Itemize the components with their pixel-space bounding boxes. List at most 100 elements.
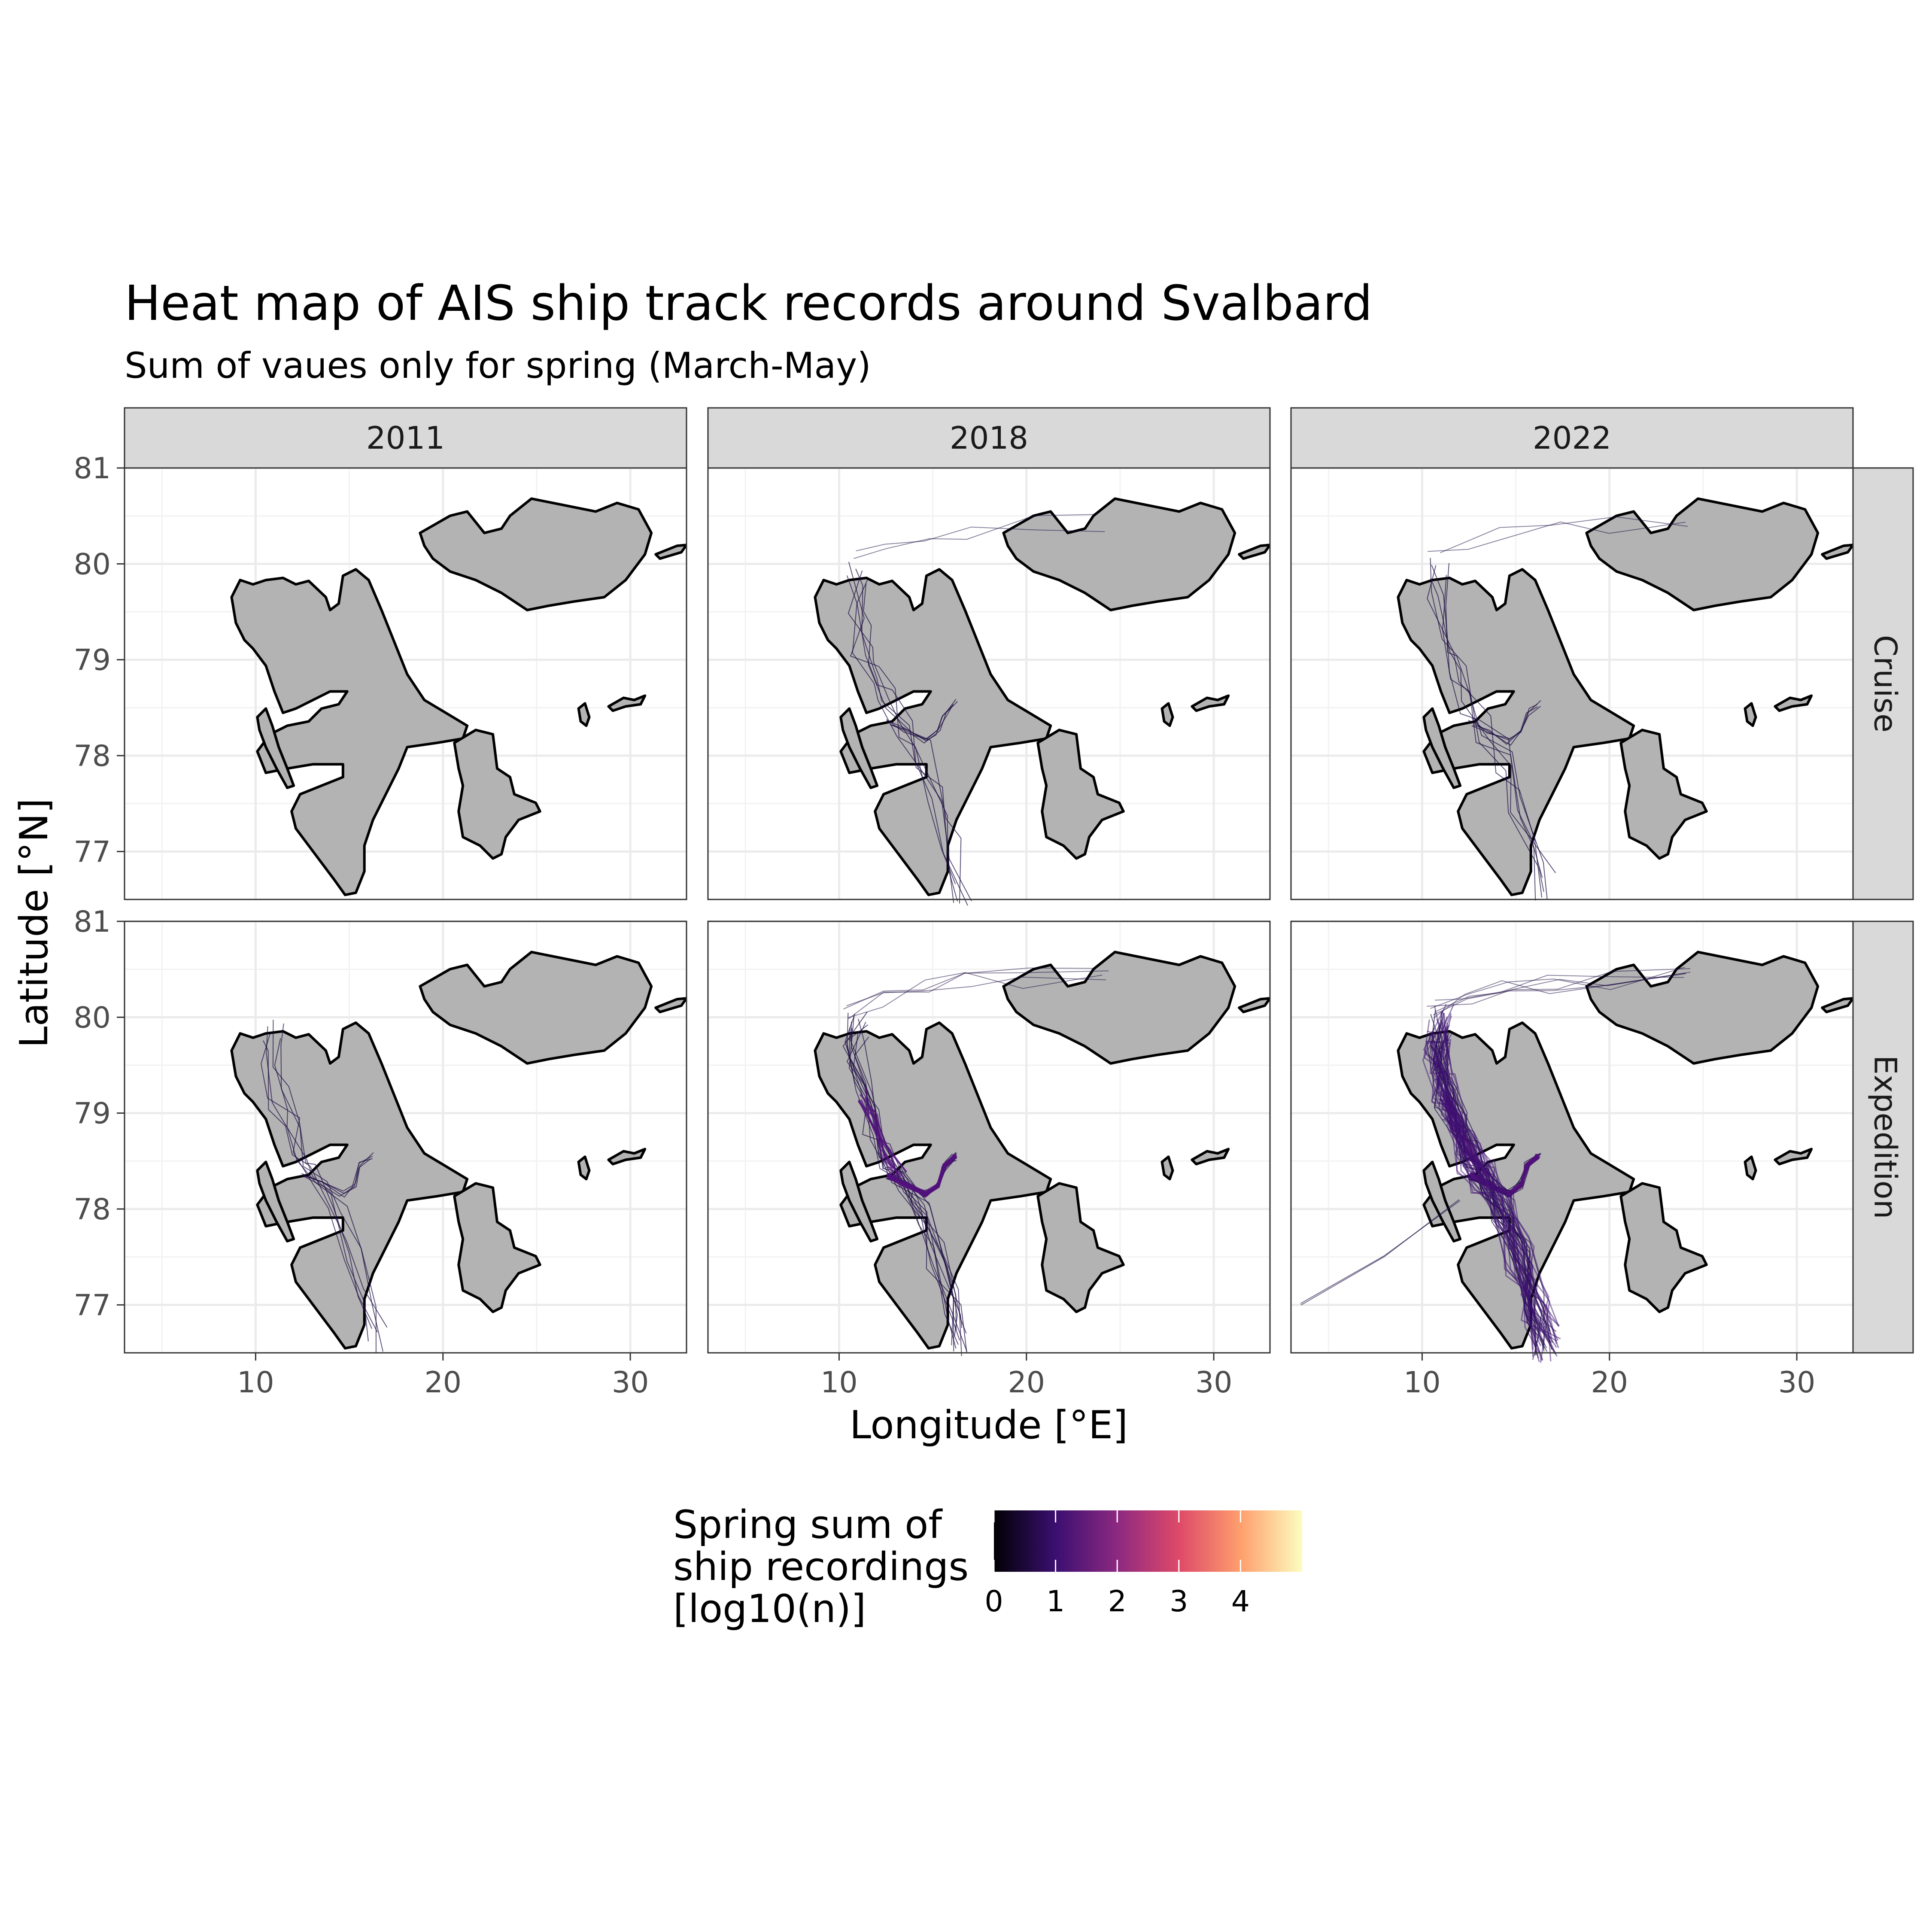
column-strip	[124, 407, 687, 469]
chart-subtitle: Sum of vaues only for spring (March-May)	[125, 345, 871, 386]
y-tick-label: 80	[73, 1001, 111, 1035]
legend-tick-label: 2	[1108, 1585, 1127, 1619]
legend-title-line-3: [log10(n)]	[673, 1586, 866, 1631]
ship-tracks	[846, 514, 1105, 906]
ship-track	[886, 705, 954, 741]
panel-2022-expedition	[1290, 920, 1854, 1363]
ship-track	[848, 570, 956, 884]
ship-track	[846, 575, 954, 903]
ship-track	[1434, 968, 1690, 1001]
column-strip-label: 2018	[950, 420, 1028, 456]
x-tick-label: 20	[1008, 1366, 1045, 1400]
legend-tick-label: 0	[984, 1585, 1003, 1619]
y-tick-label: 77	[73, 835, 111, 869]
panel-2018-cruise	[707, 467, 1271, 906]
ship-track	[1300, 1200, 1461, 1304]
ship-track	[261, 1032, 378, 1333]
ship-track	[848, 972, 1103, 1018]
x-tick-label: 30	[612, 1366, 649, 1400]
ship-track	[848, 970, 1109, 1019]
y-tick-label: 77	[73, 1288, 111, 1322]
ship-track	[1423, 1019, 1533, 1326]
ship-track	[1440, 516, 1688, 553]
ship-track	[1431, 565, 1556, 873]
ship-track	[890, 704, 954, 740]
y-tick-label: 81	[73, 452, 111, 486]
y-axis-title: Latitude [°N]	[12, 798, 57, 1048]
x-axis-title: Longitude [°E]	[850, 1403, 1128, 1448]
ship-track	[1300, 1199, 1459, 1306]
x-tick-label: 30	[1778, 1366, 1816, 1400]
ship-track	[1433, 972, 1686, 1016]
panel-2011-cruise	[124, 467, 687, 900]
panel-border	[707, 920, 1271, 1354]
ship-track	[302, 1152, 374, 1194]
ship-track	[1431, 1019, 1542, 1346]
row-strip	[1852, 920, 1914, 1354]
y-tick-label: 79	[73, 1097, 111, 1131]
panel-2018-expedition	[707, 920, 1271, 1356]
y-tick-label: 80	[73, 547, 111, 581]
column-strip	[1290, 407, 1854, 469]
ship-track	[856, 526, 1105, 552]
chart-title: Heat map of AIS ship track records aroun…	[125, 276, 1373, 331]
facet-strips: 2011 2018 2022 Cruise Expedition	[124, 407, 1914, 1354]
panel-2022-cruise	[1290, 467, 1854, 901]
ship-track	[1468, 706, 1541, 746]
y-tick-label: 78	[73, 739, 111, 773]
ship-track	[1442, 575, 1536, 901]
row-strip	[1852, 467, 1914, 900]
legend-tick-label: 4	[1231, 1585, 1250, 1619]
legend-colorbar	[994, 1510, 1302, 1572]
legend-title-line-2: ship recordings	[673, 1544, 969, 1589]
ship-track	[854, 514, 1094, 559]
ship-track	[1442, 1011, 1550, 1363]
y-tick-label: 81	[73, 905, 111, 939]
ship-track	[854, 1036, 960, 1341]
column-strip	[707, 407, 1271, 469]
ship-track	[263, 1040, 388, 1328]
ship-track	[1428, 521, 1686, 552]
x-tick-label: 30	[1195, 1366, 1233, 1400]
ship-track	[887, 1157, 955, 1194]
legend-tick-label: 1	[1046, 1585, 1065, 1619]
x-tick-label: 20	[1591, 1366, 1628, 1400]
row-strip-label: Expedition	[1867, 1055, 1903, 1219]
ship-track	[1471, 706, 1538, 741]
legend-tick-label: 3	[1170, 1585, 1188, 1619]
ship-track	[850, 1021, 954, 1346]
ship-track	[1437, 1047, 1548, 1329]
y-tick-label: 79	[73, 644, 111, 677]
ship-track	[846, 976, 1106, 1006]
ship-track	[848, 562, 958, 902]
column-strip-label: 2011	[366, 420, 445, 456]
row-strip-label: Cruise	[1867, 635, 1903, 732]
x-tick-label: 10	[1403, 1366, 1441, 1400]
legend: Spring sum of ship recordings [log10(n)]…	[673, 1502, 1302, 1631]
ship-track	[855, 568, 968, 906]
y-tick-label: 78	[73, 1193, 111, 1227]
legend-title-line-1: Spring sum of	[673, 1502, 943, 1547]
y-axis-ticks: 77 78 79 80 81 77 78 79 80 81	[73, 452, 125, 1322]
ship-tracks	[1300, 966, 1691, 1363]
ship-track	[843, 967, 1095, 1010]
x-tick-label: 20	[425, 1366, 462, 1400]
facet-panels	[124, 467, 1854, 1363]
x-tick-label: 10	[237, 1366, 274, 1400]
ship-tracks	[1427, 516, 1688, 901]
x-axis-ticks: 10 20 30 10 20 30 10 20 30	[237, 1353, 1815, 1400]
ship-track	[1427, 972, 1691, 1007]
ship-track	[864, 1097, 898, 1174]
ship-track	[848, 1016, 967, 1354]
column-strip-label: 2022	[1533, 420, 1611, 456]
ship-track	[853, 1031, 958, 1336]
ship-track	[266, 1026, 369, 1342]
ship-track	[280, 1023, 377, 1353]
ship-track	[1473, 704, 1537, 745]
panel-2011-expedition	[124, 920, 687, 1354]
ship-track	[1435, 1015, 1559, 1341]
ship-tracks	[261, 1020, 388, 1353]
ship-track	[272, 1020, 373, 1329]
ship-tracks	[842, 967, 1109, 1356]
x-tick-label: 10	[820, 1366, 858, 1400]
